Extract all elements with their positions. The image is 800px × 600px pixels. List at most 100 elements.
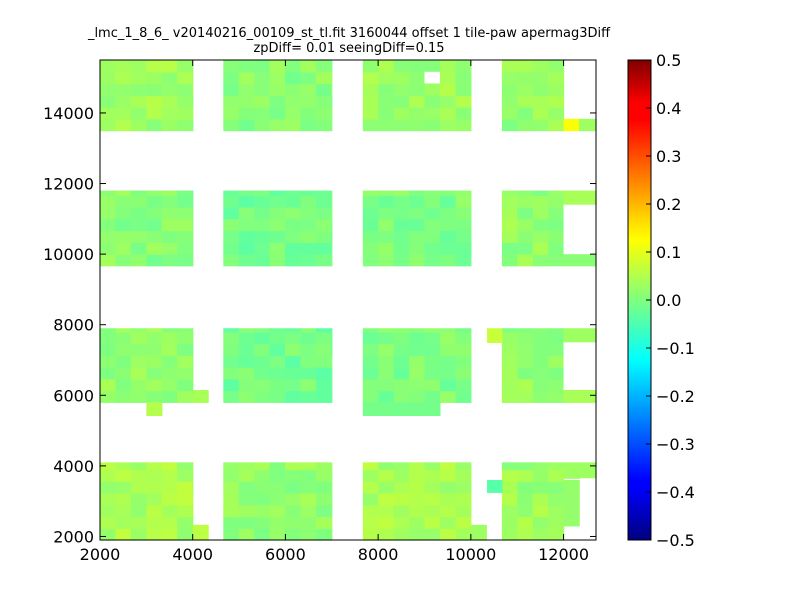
heatmap-cell	[424, 504, 441, 518]
heatmap-cell	[300, 242, 317, 255]
heatmap-cell	[532, 190, 549, 196]
heatmap-cell	[532, 254, 549, 267]
heatmap-cell	[409, 218, 426, 232]
heatmap-cell	[517, 254, 534, 267]
heatmap-cell	[161, 528, 178, 541]
heatmap-cell	[254, 83, 271, 96]
heatmap-cell	[315, 343, 332, 356]
heatmap-cell	[100, 118, 117, 132]
heatmap-cell	[285, 207, 302, 220]
heatmap-cell	[223, 331, 240, 345]
heatmap-cell	[548, 242, 565, 255]
heatmap-cell	[517, 516, 534, 529]
heatmap-cell	[378, 195, 395, 208]
heatmap-cell	[177, 378, 194, 392]
heatmap-cell	[285, 328, 302, 333]
heatmap-cell	[362, 254, 379, 267]
heatmap-cell	[161, 60, 178, 73]
heatmap-cell	[238, 492, 255, 506]
heatmap-cell	[130, 355, 147, 368]
heatmap-cell	[238, 516, 255, 529]
heatmap-cell	[362, 207, 379, 220]
heatmap-cell	[238, 367, 255, 380]
heatmap-cell	[315, 190, 332, 196]
heatmap-cell	[300, 83, 317, 96]
heatmap-cell	[100, 481, 117, 494]
heatmap-cell	[238, 107, 255, 120]
heatmap-cell	[455, 242, 472, 255]
heatmap-cell	[409, 504, 426, 518]
heatmap-cell	[517, 462, 534, 471]
heatmap-cell	[487, 480, 503, 493]
heatmap-cell	[238, 469, 255, 482]
heatmap-cell	[501, 83, 518, 96]
heatmap-cell	[300, 355, 317, 368]
y-tick-label: 4000	[53, 457, 94, 476]
heatmap-cell	[161, 95, 178, 108]
heatmap-cell	[532, 367, 549, 380]
heatmap-cell	[161, 355, 178, 368]
heatmap-cell	[238, 504, 255, 518]
heatmap-cell	[548, 516, 565, 529]
heatmap-cell	[177, 462, 194, 471]
heatmap-cell	[115, 60, 132, 73]
heatmap-cell	[238, 83, 255, 96]
heatmap-cell	[331, 355, 333, 368]
heatmap-cell	[501, 190, 518, 196]
heatmap-cell	[161, 343, 178, 356]
heatmap-cell	[115, 378, 132, 392]
heatmap-cell	[192, 328, 194, 333]
heatmap-cell	[532, 390, 549, 403]
heatmap-cell	[223, 118, 240, 132]
heatmap-cell	[146, 95, 163, 108]
heatmap-cell	[440, 60, 457, 73]
heatmap-cell	[362, 492, 379, 506]
heatmap-cell	[130, 481, 147, 494]
heatmap-cell	[315, 462, 332, 471]
heatmap-cell	[532, 331, 549, 345]
heatmap-cell	[362, 343, 379, 356]
heatmap-cell	[378, 390, 395, 403]
x-tick-label: 4000	[172, 545, 213, 564]
heatmap-cell	[424, 378, 441, 392]
heatmap-cell	[100, 355, 117, 368]
heatmap-cell	[315, 331, 332, 345]
heatmap-cell	[362, 528, 379, 541]
heatmap-cell	[470, 524, 487, 541]
heatmap-cell	[254, 367, 271, 380]
heatmap-cell	[362, 195, 379, 208]
heatmap-cell	[501, 118, 518, 132]
heatmap-cell	[115, 195, 132, 208]
heatmap-cell	[285, 528, 302, 541]
heatmap-cell	[130, 242, 147, 255]
heatmap-cell	[393, 218, 410, 232]
heatmap-cell	[501, 195, 518, 208]
heatmap-cell	[409, 60, 426, 73]
heatmap-cell	[100, 378, 117, 392]
y-tick-label: 10000	[43, 245, 94, 264]
heatmap-cell	[146, 469, 163, 482]
heatmap-cell	[393, 195, 410, 208]
heatmap-cell	[362, 516, 379, 529]
heatmap-cell	[378, 516, 395, 529]
heatmap-cell	[269, 462, 286, 471]
heatmap-cell	[331, 528, 333, 541]
heatmap-cell	[254, 355, 271, 368]
heatmap-cell	[161, 462, 178, 471]
heatmap-cell	[393, 71, 410, 85]
heatmap-cell	[146, 492, 163, 506]
heatmap-cell	[300, 218, 317, 232]
heatmap-cell	[455, 492, 472, 506]
heatmap-cell	[501, 95, 518, 108]
heatmap-cell	[548, 355, 565, 368]
heatmap-cell	[393, 469, 410, 482]
heatmap-cell	[146, 242, 163, 255]
heatmap-cell	[362, 462, 379, 471]
heatmap-cell	[285, 481, 302, 494]
heatmap-cell	[393, 95, 410, 108]
heatmap-cell	[440, 481, 457, 494]
heatmap-cell	[223, 390, 240, 403]
heatmap-cell	[115, 492, 132, 506]
heatmap-cell	[115, 190, 132, 196]
heatmap-cell	[501, 331, 518, 345]
